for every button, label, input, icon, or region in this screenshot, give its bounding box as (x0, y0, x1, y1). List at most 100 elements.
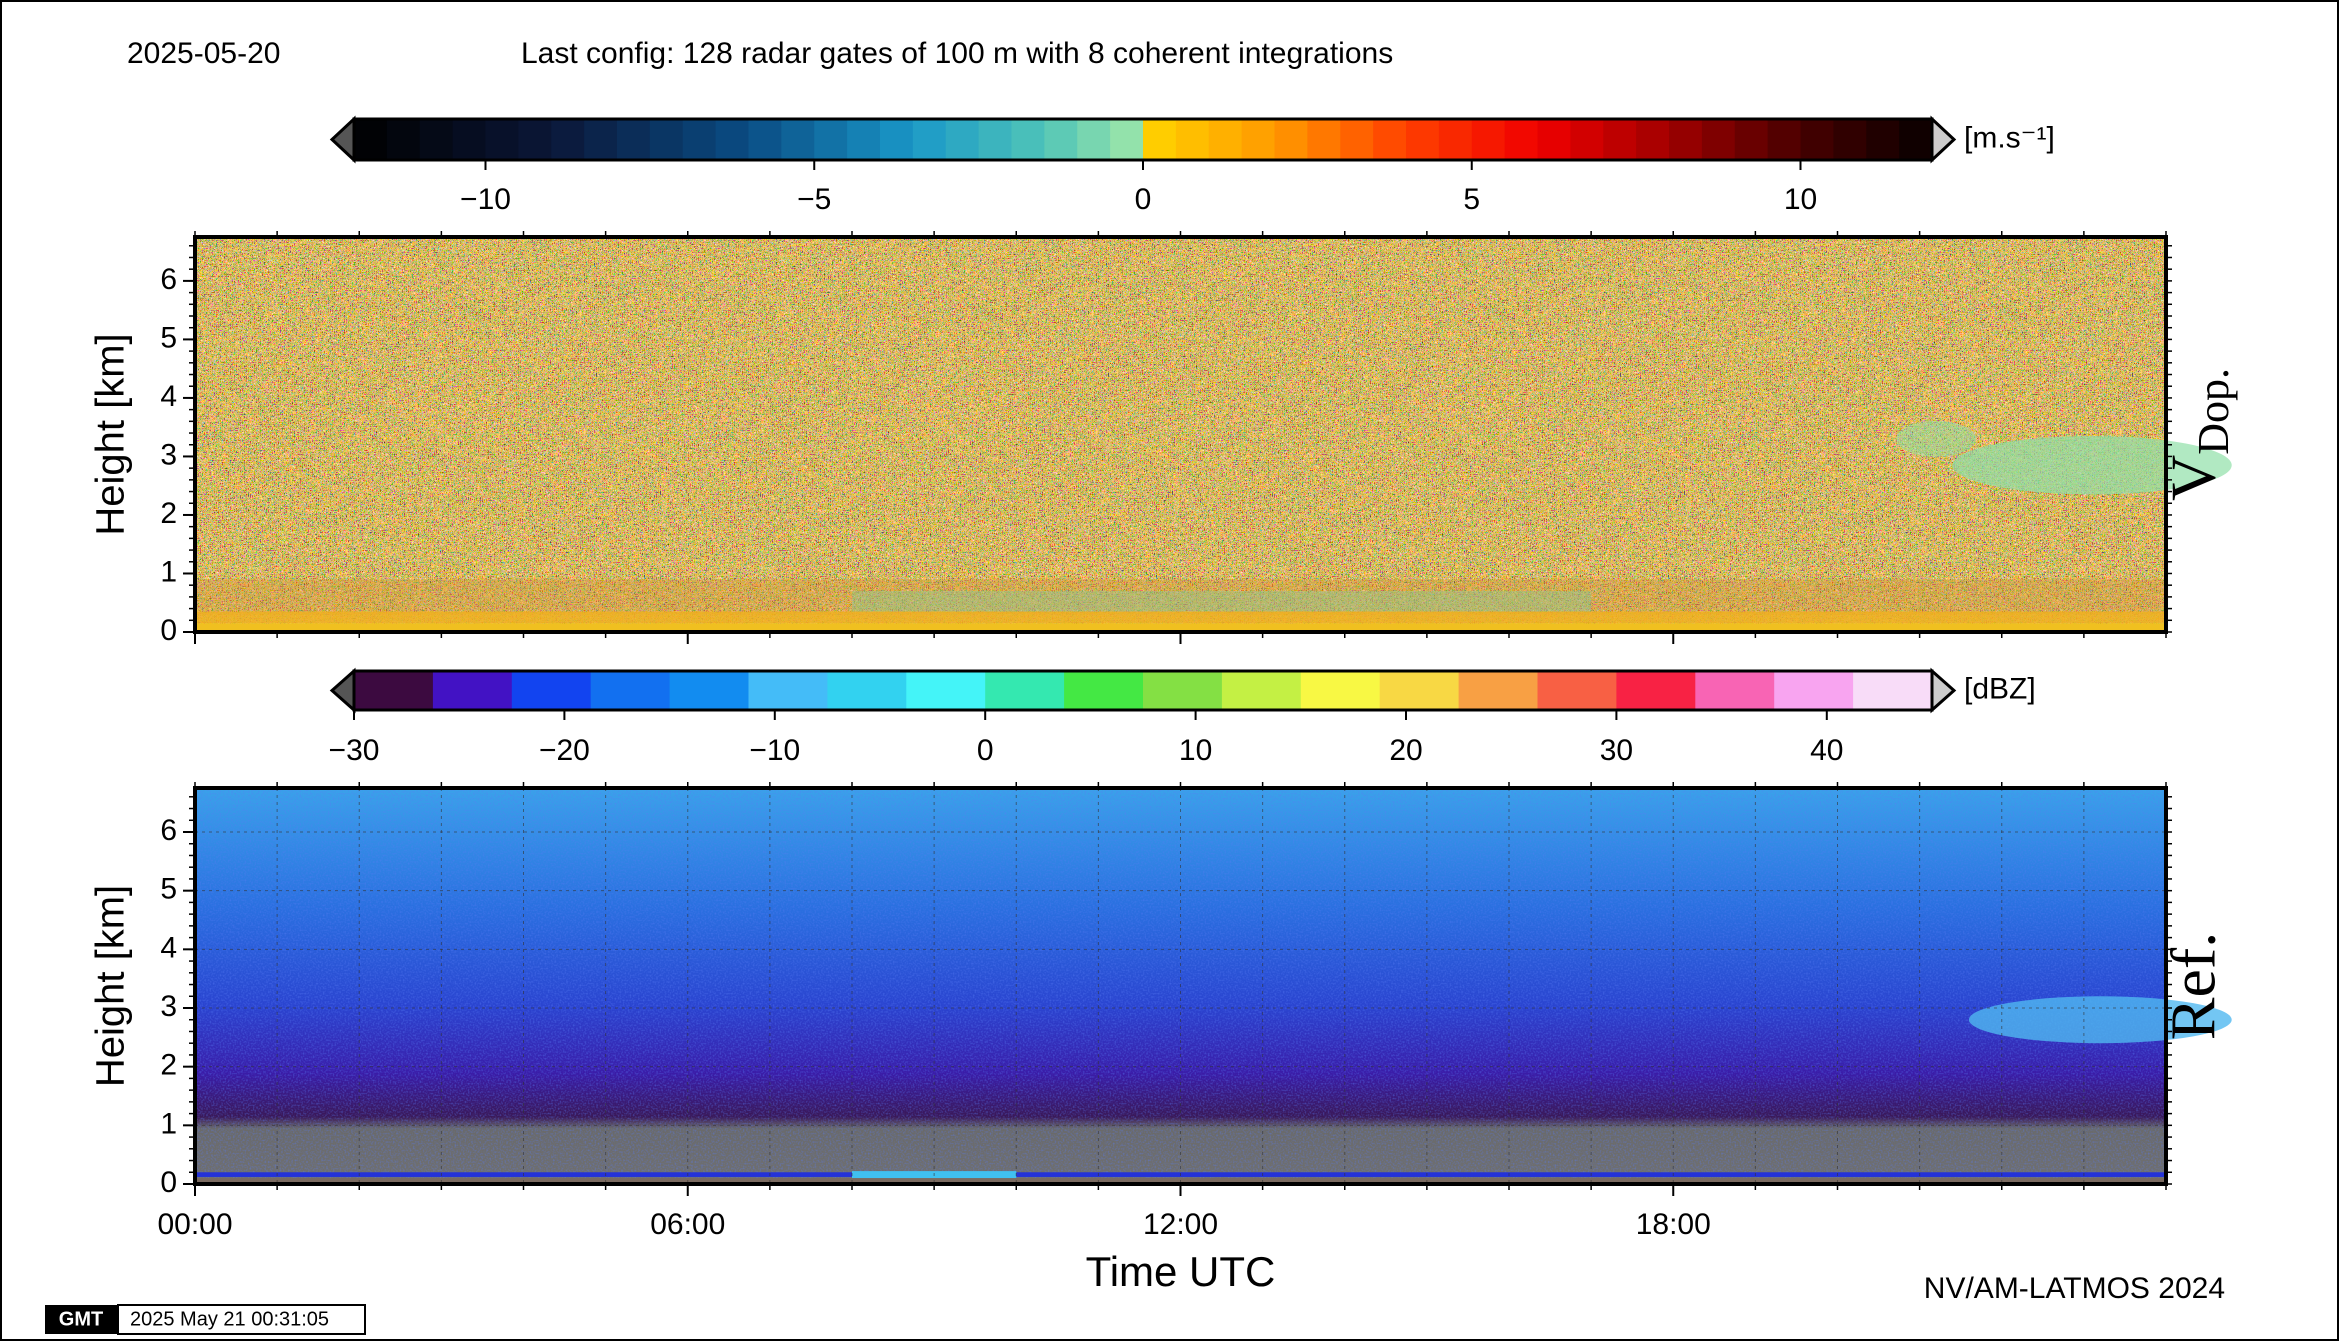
colorbar-segment (551, 119, 585, 160)
colorbar-unit: [dBZ] (1964, 672, 2036, 705)
y-tick-label: 6 (160, 263, 177, 296)
colorbar-segment (906, 671, 986, 710)
field-patch (1896, 420, 1977, 457)
y-axis-label: Height [km] (89, 885, 133, 1087)
y-tick-label: 3 (160, 990, 177, 1023)
colorbar-segment (1221, 671, 1302, 710)
colorbar-segment (912, 119, 947, 160)
y-tick-label: 4 (160, 380, 177, 413)
colorbar-segment (1767, 119, 1801, 160)
colorbar-segment (518, 119, 552, 160)
y-tick-label: 2 (160, 1049, 177, 1082)
timestamp-box (117, 1304, 366, 1335)
x-tick-label: 12:00 (1143, 1208, 1218, 1241)
colorbar-segment (1695, 671, 1775, 710)
colorbar-segment (669, 671, 749, 710)
colorbar-tick-label: 10 (1179, 734, 1212, 767)
y-tick-label: 4 (160, 931, 177, 964)
colorbar-segment (419, 119, 454, 160)
x-tick-label: 00:00 (157, 1208, 232, 1241)
colorbar-segment (452, 119, 486, 160)
x-tick-label: 06:00 (650, 1208, 725, 1241)
colorbar-segment (354, 119, 388, 160)
colorbar-segment (682, 119, 717, 160)
colorbar-segment (1537, 119, 1571, 160)
colorbar-segment (511, 671, 592, 710)
colorbar-segment (781, 119, 815, 160)
colorbar-segment (584, 119, 618, 160)
colorbar-segment (748, 119, 782, 160)
panel-label: VDop. (2158, 368, 2238, 501)
logo-box (45, 1305, 118, 1334)
colorbar-segment (1373, 119, 1407, 160)
y-tick-label: 0 (160, 1166, 177, 1199)
colorbar-segment (715, 119, 749, 160)
colorbar-segment (649, 119, 684, 160)
colorbar-tick-label: 10 (1784, 183, 1817, 216)
colorbar-tick-label: −5 (797, 183, 831, 216)
colorbar-segment (1800, 119, 1834, 160)
logo: GMT (59, 1308, 103, 1330)
config: Last config: 128 radar gates of 100 m wi… (521, 37, 1393, 70)
colorbar-segment (1853, 671, 1933, 710)
colorbar-segment (880, 119, 914, 160)
colorbar-arrow (1930, 115, 1957, 164)
field-band (195, 579, 2166, 615)
colorbar-segment (1064, 671, 1144, 710)
colorbar-tick-label: −10 (749, 734, 800, 767)
colorbar-arrow (329, 667, 356, 714)
colorbar-segment (1471, 119, 1506, 160)
colorbar-tick-label: −30 (329, 734, 380, 767)
colorbar-segment (386, 119, 421, 160)
panel-label-sub: Dop. (2189, 368, 2238, 455)
y-tick-label: 5 (160, 321, 177, 354)
colorbar-tick-label: −10 (460, 183, 511, 216)
colorbar-segment (1458, 671, 1538, 710)
colorbar-segment (945, 119, 980, 160)
colorbar-segment (1241, 119, 1275, 160)
x-tick-label: 18:00 (1636, 1208, 1711, 1241)
timestamp: 2025 May 21 00:31:05 (130, 1308, 329, 1330)
colorbar-segment (1701, 119, 1736, 160)
date: 2025-05-20 (127, 37, 280, 70)
colorbar-tick-label: 20 (1389, 734, 1422, 767)
colorbar-segment (1011, 119, 1045, 160)
colorbar-segment (1603, 119, 1637, 160)
field (195, 237, 2166, 632)
colorbar-segment (827, 671, 907, 710)
colorbar-segment (1866, 119, 1900, 160)
colorbar-segment (1406, 119, 1440, 160)
colorbar-tick-label: 0 (1135, 183, 1152, 216)
colorbar-segment (617, 119, 651, 160)
field-band (195, 611, 2166, 624)
colorbar-arrow (1930, 667, 1957, 714)
colorbar-segment (748, 671, 828, 710)
colorbar-tick-label: −20 (539, 734, 590, 767)
colorbar-segment (1570, 119, 1604, 160)
y-axis-label: Height [km] (89, 333, 133, 535)
colorbar-segment (1143, 119, 1177, 160)
colorbar-tick-label: 30 (1600, 734, 1633, 767)
colorbar-segment (1340, 119, 1374, 160)
field-patch (1952, 435, 2232, 495)
colorbar-segment (485, 119, 519, 160)
colorbar-segment (1208, 119, 1243, 160)
colorbar-frame (352, 669, 1934, 712)
colorbar-segment (1143, 671, 1223, 710)
colorbar-segment (432, 671, 513, 710)
field-band (195, 623, 2166, 632)
colorbar-segment (1833, 119, 1867, 160)
heatmap (195, 788, 2232, 1184)
colorbar-segment (1636, 119, 1670, 160)
colorbar-segment (1537, 671, 1617, 710)
x-axis-label: Time UTC (1086, 1248, 1276, 1295)
colorbar-segment (1379, 671, 1460, 710)
colorbar-segment (1274, 119, 1308, 160)
colorbar-segment (1300, 671, 1381, 710)
colorbar-tick-label: 5 (1463, 183, 1480, 216)
y-tick-label: 1 (160, 555, 177, 588)
colorbar-segment (1077, 119, 1111, 160)
colorbar-segment (1669, 119, 1703, 160)
